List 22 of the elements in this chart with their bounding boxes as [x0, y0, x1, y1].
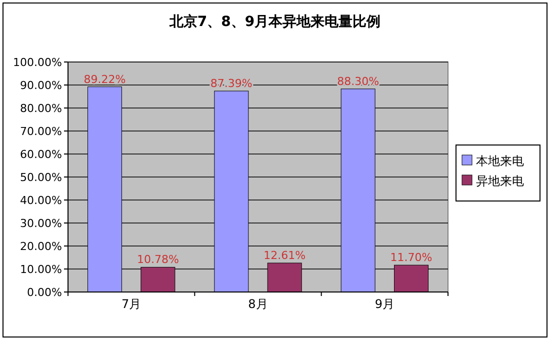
y-tick-label: 0.00%: [27, 286, 62, 299]
y-tick-label: 50.00%: [20, 171, 62, 184]
data-label: 89.22%: [84, 72, 126, 86]
y-tick-label: 60.00%: [20, 148, 62, 161]
y-tick-label: 40.00%: [20, 194, 62, 207]
chart-title: 北京7、8、9月本异地来电量比例: [168, 13, 381, 30]
y-tick-label: 20.00%: [20, 240, 62, 253]
data-label: 88.30%: [337, 74, 380, 88]
y-tick-label: 80.00%: [20, 102, 62, 115]
y-tick-label: 100.00%: [13, 56, 62, 69]
y-tick-label: 70.00%: [20, 125, 62, 138]
legend-label: 异地来电: [476, 174, 524, 188]
x-tick-label: 9月: [374, 297, 394, 311]
data-label: 11.70%: [390, 251, 432, 264]
y-tick-label: 90.00%: [20, 79, 62, 92]
x-tick-label: 8月: [248, 297, 268, 311]
data-label: 12.61%: [264, 248, 306, 262]
y-tick-label: 10.00%: [20, 263, 62, 276]
x-tick-label: 7月: [122, 297, 142, 311]
data-label: 10.78%: [136, 253, 179, 266]
y-tick-label: 30.00%: [20, 217, 62, 230]
legend-label: 本地来电: [476, 154, 524, 168]
